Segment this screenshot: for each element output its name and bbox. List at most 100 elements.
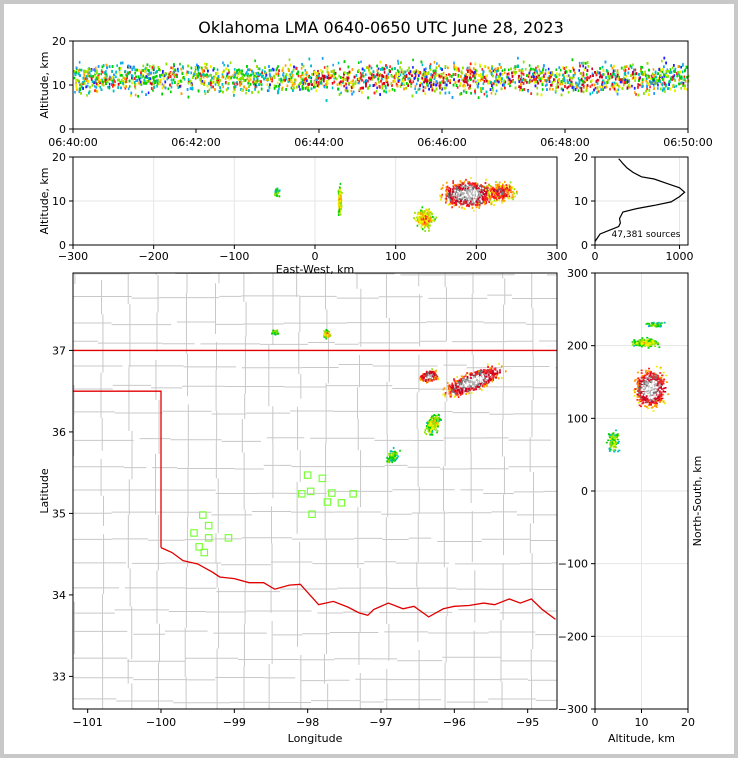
time-height-point [383,89,385,93]
time-height-point [422,85,425,89]
time-height-point [277,65,279,68]
time-height-point [663,56,666,60]
time-height-point [401,78,404,81]
time-height-point [354,80,357,84]
time-height-point [391,75,393,78]
time-height-point [268,65,270,68]
time-height-point [96,82,98,86]
time-height-point [469,78,472,81]
time-height-point [90,69,93,73]
time-height-point [381,77,383,81]
time-height-point [385,80,388,84]
time-height-point [555,75,558,79]
time-height-point [482,78,484,82]
time-height-point [665,61,667,65]
time-height-point [78,61,81,64]
time-height-point [199,72,202,76]
time-height-point [568,68,571,72]
time-height-point [228,75,231,79]
time-height-point [498,80,500,84]
time-height-point [430,79,433,82]
time-height-point [429,68,432,71]
time-height-point [95,76,98,80]
time-height-point [544,84,547,87]
time-height-point [225,67,227,71]
time-height-point [562,88,564,92]
time-height-point [474,88,477,92]
time-height-point [632,76,635,79]
time-height-point [556,72,558,76]
time-height-point [300,81,302,84]
time-height-point [140,73,142,76]
time-height-point [125,85,127,88]
time-height-point [189,87,192,90]
time-height-point [240,88,242,91]
time-height-point [635,93,637,96]
time-height-point [234,75,236,79]
time-height-point [278,87,280,91]
time-height-point [569,70,572,73]
time-height-point [684,69,686,73]
time-height-point [91,84,94,87]
time-height-point [550,74,552,78]
time-height-point [387,83,389,87]
time-height-point [533,71,536,75]
time-height-point [96,69,98,73]
time-height-point [645,79,648,83]
time-height-point [417,74,420,77]
time-height-point [101,82,103,86]
time-height-point [317,83,320,86]
time-height-point [462,89,465,93]
time-height-point [686,75,688,79]
time-height-point [368,68,370,72]
time-height-point [237,78,240,81]
time-height-point [521,68,524,71]
time-height-point [143,79,146,82]
time-height-point [305,79,308,82]
time-height-point [475,72,478,76]
time-height-point [255,85,258,88]
time-height-point [125,78,128,81]
time-height-point [536,71,538,74]
time-height-point [522,69,524,73]
time-height-point [433,77,436,81]
time-height-point [646,81,649,84]
time-height-point [604,60,607,64]
time-height-point [685,65,688,69]
time-height-point [248,85,250,88]
time-height-point [582,73,585,77]
time-height-point [580,78,583,81]
time-height-point [674,70,676,73]
time-height-point [147,80,150,83]
time-height-point [223,63,225,67]
time-height-point [591,67,593,71]
time-height-point [617,88,620,92]
time-height-point [586,61,589,64]
time-height-point [112,83,115,86]
time-height-point [594,71,596,74]
time-height-point [528,64,531,67]
time-height-point [528,71,531,75]
time-height-point [211,81,213,84]
time-height-point [240,77,242,80]
time-height-point [300,74,302,78]
time-height-point [210,79,212,82]
time-height-point [108,65,111,68]
time-height-point [631,84,633,88]
time-height-point [190,82,193,85]
time-height-point [671,78,673,82]
time-height-point [674,67,677,71]
time-height-point [347,65,350,69]
time-height-point [645,89,647,93]
time-height-point [264,66,266,69]
time-height-point [310,64,312,68]
time-height-point [581,75,583,78]
time-height-point [483,76,486,79]
time-height-point [535,69,538,73]
time-height-point [522,72,525,76]
time-height-point [591,91,594,94]
time-height-point [429,63,432,66]
time-height-point [320,69,322,72]
time-height-point [602,88,604,91]
time-height-point [215,80,218,84]
